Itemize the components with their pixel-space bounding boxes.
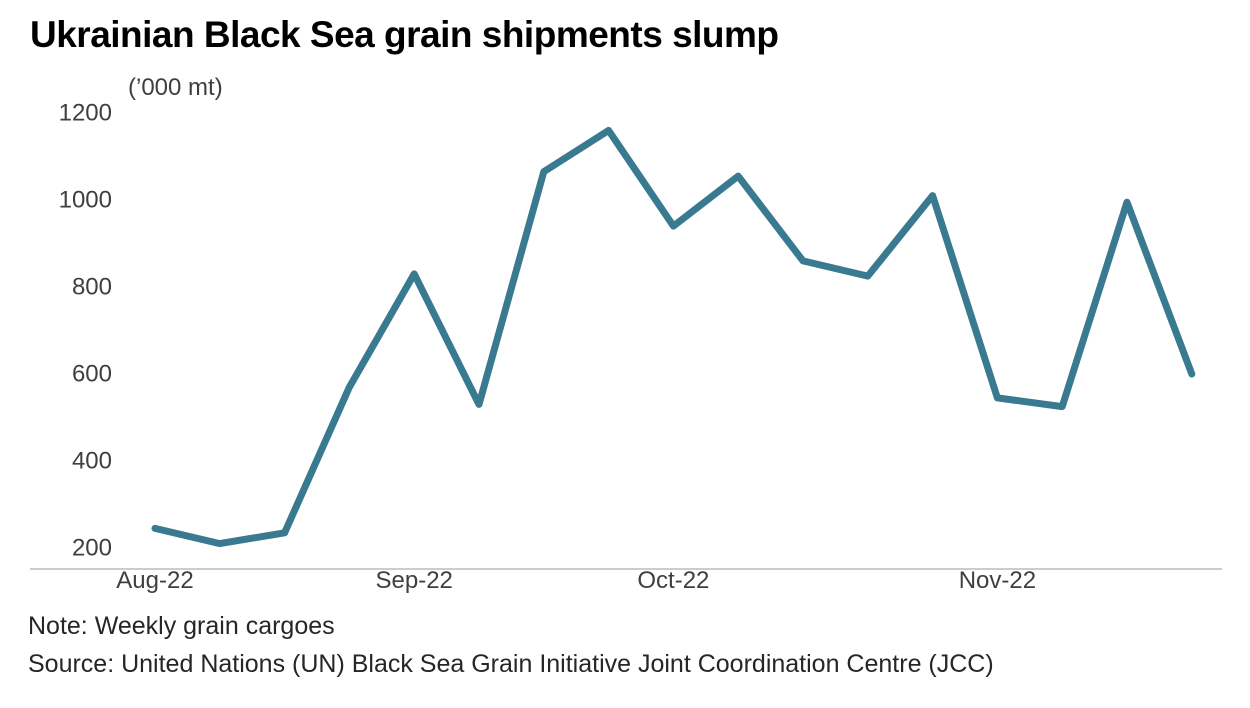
y-axis-tick-label: 1000 — [59, 187, 112, 214]
x-axis-tick-label: Aug-22 — [116, 567, 193, 594]
x-axis-tick-label: Sep-22 — [376, 567, 453, 594]
chart-title: Ukrainian Black Sea grain shipments slum… — [30, 14, 779, 55]
note-text: Note: Weekly grain cargoes — [28, 612, 335, 640]
line-chart: 200 400 600 800 1000 1200 Aug-22 Sep-22 Oct-22 No… — [30, 100, 1222, 594]
y-axis-tick-label: 200 — [72, 535, 112, 562]
source-text: Source: United Nations (UN) Black Sea Gr… — [28, 650, 994, 678]
data-line-weekly-grain-cargoes — [151, 126, 1196, 548]
y-axis-tick-label: 400 — [72, 448, 112, 475]
y-axis-tick-label: 800 — [72, 274, 112, 301]
x-axis-tick-label: Nov-22 — [959, 567, 1036, 594]
y-axis-tick-label: 1200 — [59, 100, 112, 127]
axis-unit-label: (’000 mt) — [128, 74, 223, 101]
y-axis-tick-label: 600 — [72, 361, 112, 388]
x-axis-tick-label: Oct-22 — [637, 567, 709, 594]
